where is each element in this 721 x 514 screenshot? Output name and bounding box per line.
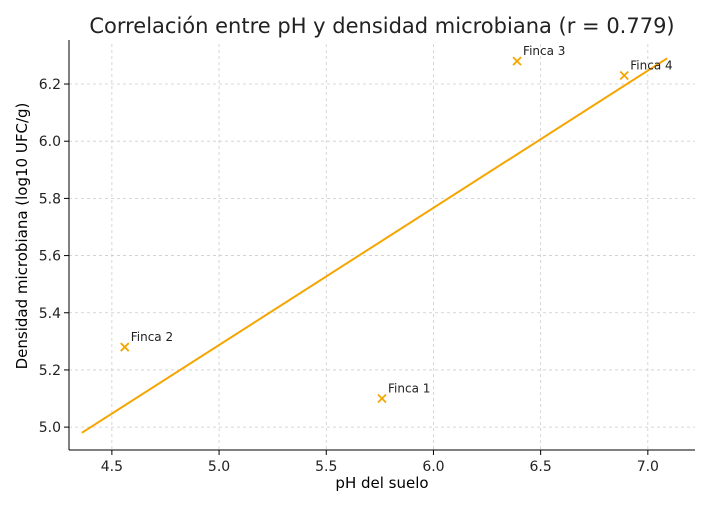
y-tick-label: 5.0 bbox=[39, 420, 61, 436]
trendline-layer bbox=[81, 57, 668, 434]
grid bbox=[69, 44, 695, 450]
axes-spines bbox=[68, 40, 695, 451]
x-tick-label: 7.0 bbox=[637, 459, 659, 475]
data-point-1: Finca 1 bbox=[377, 382, 430, 404]
x-tick-label: 6.5 bbox=[530, 459, 552, 475]
axis-ticks: 4.5 5.0 5.5 6.0 6.5 7.0 5.0 5.2 5.4 5.6 5.8 6.0 6.2 bbox=[39, 77, 659, 475]
point-label: Finca 1 bbox=[388, 382, 430, 396]
x-tick-label: 5.0 bbox=[208, 459, 230, 475]
x-tick-label: 4.5 bbox=[101, 459, 123, 475]
data-point-3: Finca 3 bbox=[512, 44, 565, 66]
y-tick-label: 6.0 bbox=[39, 134, 61, 150]
chart-title: Correlación entre pH y densidad microbia… bbox=[89, 14, 674, 38]
x-axis-label: pH del suelo bbox=[335, 474, 428, 492]
point-label: Finca 2 bbox=[131, 330, 173, 344]
data-point-4: Finca 4 bbox=[619, 58, 673, 81]
x-marker-icon bbox=[377, 393, 387, 404]
trendline bbox=[81, 57, 668, 434]
x-tick-label: 6.0 bbox=[422, 459, 444, 475]
y-tick-label: 6.2 bbox=[39, 77, 61, 93]
points-layer: Finca 1 Finca 2 Finca 3 Finca 4 bbox=[120, 44, 673, 404]
y-tick-label: 5.6 bbox=[39, 249, 61, 265]
point-label: Finca 4 bbox=[630, 58, 672, 72]
x-marker-icon bbox=[512, 56, 522, 66]
data-point-2: Finca 2 bbox=[120, 330, 173, 352]
x-marker-icon bbox=[120, 342, 130, 352]
y-tick-label: 5.4 bbox=[39, 306, 61, 322]
y-tick-label: 5.8 bbox=[39, 191, 61, 207]
x-tick-label: 5.5 bbox=[315, 459, 337, 475]
y-axis-label: Densidad microbiana (log10 UFC/g) bbox=[13, 103, 31, 370]
x-marker-icon bbox=[619, 70, 629, 81]
point-label: Finca 3 bbox=[523, 44, 565, 58]
y-tick-label: 5.2 bbox=[39, 363, 61, 379]
